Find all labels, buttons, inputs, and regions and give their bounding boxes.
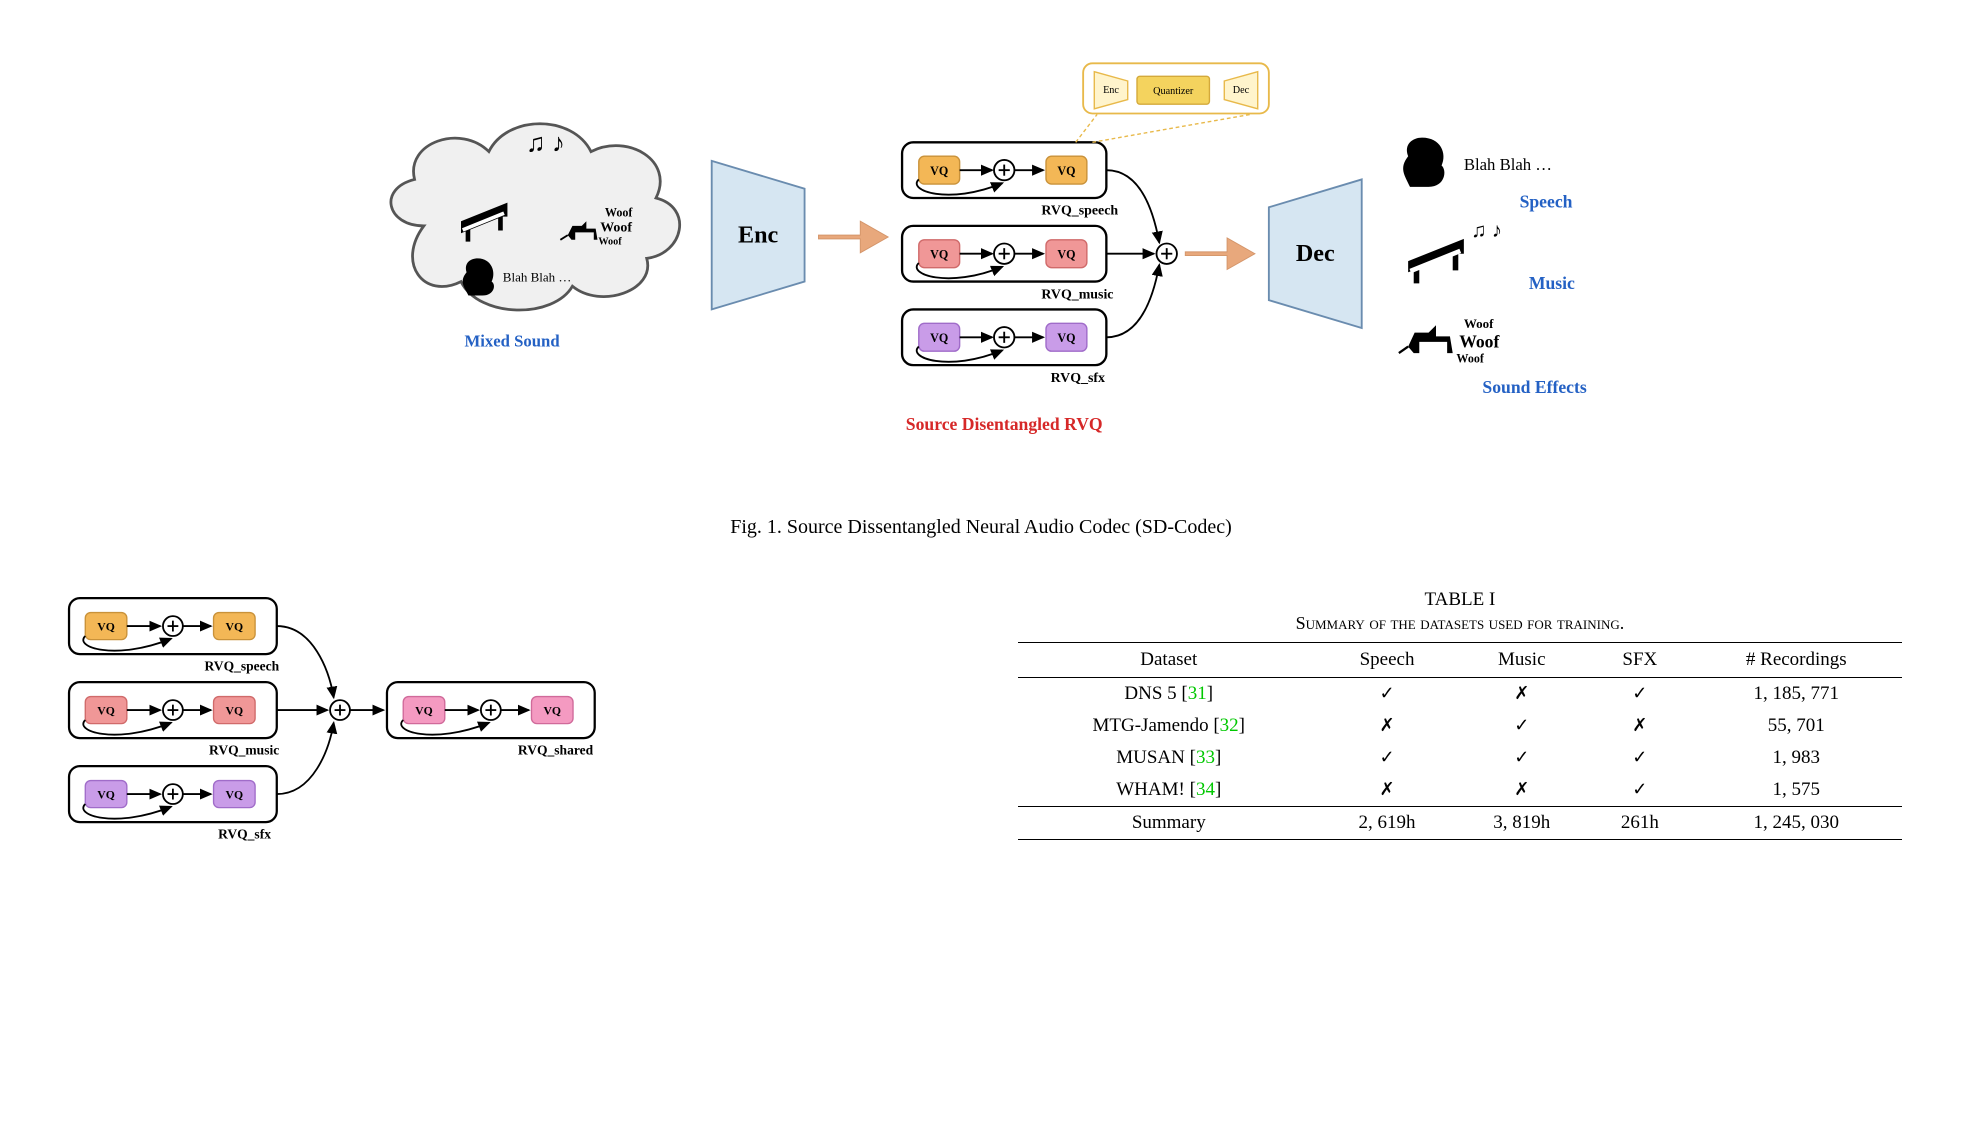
svg-text:RVQ_shared: RVQ_shared: [518, 742, 594, 757]
output-speech: Blah Blah …: [1403, 138, 1552, 187]
svg-text:VQ: VQ: [97, 705, 115, 718]
dataset-name: WHAM! [34]: [1018, 774, 1320, 807]
svg-text:Dec: Dec: [1296, 240, 1335, 267]
decoder-block: Dec: [1269, 179, 1362, 328]
cell-music: ✓: [1454, 710, 1589, 742]
summary-speech: 2, 619h: [1320, 807, 1455, 840]
svg-text:RVQ_sfx: RVQ_sfx: [218, 826, 271, 841]
summary-rec: 1, 245, 030: [1691, 807, 1902, 840]
cell-music: ✗: [1454, 678, 1589, 711]
table-row: MTG-Jamendo [32]✗✓✗55, 701: [1018, 710, 1902, 742]
col-music: Music: [1454, 643, 1589, 678]
bottom-row: VQ VQ RVQ_speech VQ VQ RVQ_music VQ: [60, 589, 1902, 847]
cell-rec: 55, 701: [1691, 710, 1902, 742]
rvq-music-block: VQ VQ RVQ_music: [902, 226, 1113, 302]
col-speech: Speech: [1320, 643, 1455, 678]
callout-quantizer: Enc Quantizer Dec: [1076, 63, 1269, 142]
sdrvq-title: Source Disentangled RVQ: [906, 414, 1103, 434]
svg-text:VQ: VQ: [1057, 247, 1075, 261]
svg-text:Quantizer: Quantizer: [1153, 86, 1194, 97]
cell-rec: 1, 185, 771: [1691, 678, 1902, 711]
dataset-name: DNS 5 [31]: [1018, 678, 1320, 711]
sum-node: [1157, 244, 1177, 264]
speech-label: Speech: [1520, 191, 1573, 211]
figure-1: ♫ ♪ Woof Woof Woof Blah Blah … Mixed Sou…: [60, 40, 1902, 486]
svg-text:VQ: VQ: [226, 789, 244, 802]
summary-sfx: 261h: [1589, 807, 1690, 840]
cell-speech: ✗: [1320, 774, 1455, 807]
svg-text:VQ: VQ: [97, 789, 115, 802]
figure-2: VQ VQ RVQ_speech VQ VQ RVQ_music VQ: [60, 589, 889, 847]
svg-text:Woof: Woof: [600, 220, 632, 235]
dataset-name: MTG-Jamendo [32]: [1018, 710, 1320, 742]
svg-text:RVQ_music: RVQ_music: [1041, 287, 1113, 302]
arrow-rvq-dec: [1185, 238, 1255, 270]
cell-sfx: ✓: [1589, 774, 1690, 807]
dataset-name: MUSAN [33]: [1018, 742, 1320, 774]
cell-rec: 1, 983: [1691, 742, 1902, 774]
svg-text:VQ: VQ: [226, 705, 244, 718]
sfx-label: Sound Effects: [1482, 377, 1586, 397]
arrow-enc-rvq: [819, 221, 889, 253]
svg-text:RVQ_speech: RVQ_speech: [205, 658, 280, 673]
svg-text:Woof: Woof: [605, 206, 633, 220]
mixed-sound-label: Mixed Sound: [464, 332, 560, 351]
cell-sfx: ✗: [1589, 710, 1690, 742]
output-music: ♫ ♪: [1408, 220, 1502, 283]
cell-music: ✓: [1454, 742, 1589, 774]
svg-text:VQ: VQ: [930, 331, 948, 345]
svg-text:RVQ_sfx: RVQ_sfx: [1051, 371, 1105, 386]
datasets-table: Dataset Speech Music SFX # Recordings DN…: [1018, 642, 1902, 840]
svg-text:VQ: VQ: [1057, 164, 1075, 178]
svg-text:VQ: VQ: [543, 705, 561, 718]
cell-sfx: ✓: [1589, 678, 1690, 711]
col-dataset: Dataset: [1018, 643, 1320, 678]
cell-speech: ✓: [1320, 678, 1455, 711]
svg-text:Dec: Dec: [1233, 85, 1250, 96]
figure-1-svg: ♫ ♪ Woof Woof Woof Blah Blah … Mixed Sou…: [331, 40, 1631, 486]
rvq-sfx-block: VQ VQ RVQ_sfx: [902, 309, 1106, 385]
table-row: MUSAN [33]✓✓✓1, 983: [1018, 742, 1902, 774]
svg-text:♫ ♪: ♫ ♪: [1471, 220, 1502, 242]
svg-text:VQ: VQ: [1057, 331, 1075, 345]
svg-text:VQ: VQ: [930, 164, 948, 178]
svg-text:Enc: Enc: [738, 222, 779, 249]
svg-text:Woof: Woof: [1456, 351, 1484, 365]
svg-text:Blah Blah …: Blah Blah …: [1464, 155, 1552, 174]
summary-music: 3, 819h: [1454, 807, 1589, 840]
cell-speech: ✓: [1320, 742, 1455, 774]
col-recordings: # Recordings: [1691, 643, 1902, 678]
encoder-block: Enc: [712, 161, 805, 310]
table-1: TABLE I Summary of the datasets used for…: [1018, 589, 1902, 840]
svg-text:Blah Blah …: Blah Blah …: [503, 270, 572, 285]
cell-sfx: ✓: [1589, 742, 1690, 774]
svg-text:VQ: VQ: [930, 247, 948, 261]
svg-text:Woof: Woof: [1464, 316, 1494, 331]
table-subtitle: Summary of the datasets used for trainin…: [1018, 613, 1902, 634]
svg-text:Enc: Enc: [1103, 85, 1119, 96]
svg-text:VQ: VQ: [415, 705, 433, 718]
svg-text:Woof: Woof: [598, 236, 622, 247]
summary-label: Summary: [1018, 807, 1320, 840]
cell-speech: ✗: [1320, 710, 1455, 742]
col-sfx: SFX: [1589, 643, 1690, 678]
svg-text:RVQ_speech: RVQ_speech: [1041, 204, 1118, 219]
music-label: Music: [1529, 273, 1575, 293]
rvq-speech-block: VQ VQ RVQ_speech: [902, 142, 1118, 218]
svg-text:♫ ♪: ♫ ♪: [526, 129, 565, 158]
table-row: WHAM! [34]✗✗✓1, 575: [1018, 774, 1902, 807]
table-title: TABLE I: [1018, 589, 1902, 611]
cell-rec: 1, 575: [1691, 774, 1902, 807]
cell-music: ✗: [1454, 774, 1589, 807]
output-sfx: Woof Woof Woof: [1399, 316, 1501, 365]
svg-text:VQ: VQ: [97, 621, 115, 634]
svg-text:VQ: VQ: [226, 621, 244, 634]
svg-text:RVQ_music: RVQ_music: [209, 742, 279, 757]
figure-1-caption: Fig. 1. Source Dissentangled Neural Audi…: [60, 516, 1902, 539]
cloud-mixed-sound: ♫ ♪ Woof Woof Woof Blah Blah …: [391, 124, 680, 310]
table-row: DNS 5 [31]✓✗✓1, 185, 771: [1018, 678, 1902, 711]
svg-text:Woof: Woof: [1459, 332, 1500, 352]
